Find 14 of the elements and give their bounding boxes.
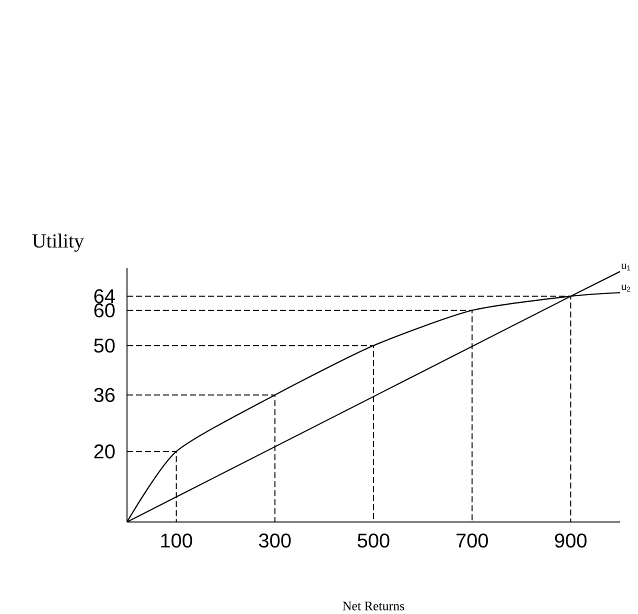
y-axis-title: Utility (32, 234, 84, 252)
y-tick-label: 60 (94, 303, 115, 318)
series-label: u$_{1}$ (622, 264, 630, 270)
y-tick-label: 36 (94, 388, 115, 402)
x-tick-label: 700 (456, 534, 488, 548)
x-axis-title: Net Returns (342, 602, 404, 610)
y-tick-label: 64 (94, 289, 115, 304)
x-tick-label: 900 (555, 534, 587, 548)
x-tick-label: 100 (161, 534, 192, 548)
series-label: u$_{2}$ (622, 284, 630, 292)
y-tick-label: 50 (94, 338, 115, 353)
y-tick-label: 20 (94, 444, 115, 458)
x-tick-label: 300 (259, 534, 291, 548)
x-tick-label: 500 (358, 534, 390, 548)
